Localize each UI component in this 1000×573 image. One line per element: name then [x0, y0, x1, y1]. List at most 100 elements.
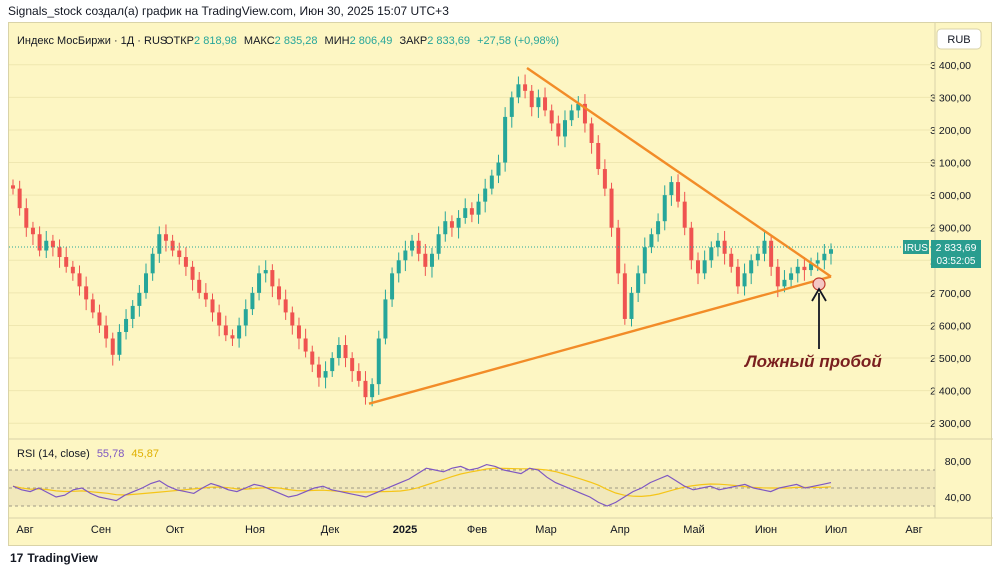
time-tick: Ноя: [245, 524, 265, 536]
candle-body: [602, 169, 607, 189]
price-tick: 3 300,00: [930, 92, 971, 104]
price-tick: 3 400,00: [930, 60, 971, 72]
time-tick: Сен: [91, 524, 111, 536]
annotation-arrowhead: [811, 287, 827, 302]
candle-body: [715, 240, 720, 248]
price-chart[interactable]: 3 400,00 3 300,00 3 200,00 3 100,00 3 000,00…: [9, 23, 993, 547]
candle-body: [290, 312, 295, 326]
candle-body: [250, 292, 255, 310]
price-tag: [931, 240, 981, 268]
candle-body: [177, 250, 182, 258]
candle-body: [662, 195, 667, 222]
candles: [11, 74, 833, 407]
time-tick: Дек: [321, 524, 340, 536]
candle-body: [755, 253, 760, 261]
price-axis: 3 400,00 3 300,00 3 200,00 3 100,00 3 000,00…: [930, 23, 971, 518]
candle-body: [516, 84, 521, 98]
price-tick: 3 100,00: [930, 158, 971, 170]
candle-body: [77, 273, 82, 287]
candle-body: [163, 234, 168, 241]
candle-body: [403, 250, 408, 261]
footer-brand[interactable]: 17 TradingView: [10, 551, 98, 565]
price-tick: 2 900,00: [930, 223, 971, 235]
candle-body: [396, 260, 401, 274]
candle-body: [556, 123, 561, 137]
candle-body: [436, 234, 441, 254]
chart-credit: Signals_stock создал(а) график на Tradin…: [8, 4, 449, 18]
time-tick: Апр: [610, 524, 629, 536]
candle-body: [709, 247, 714, 261]
candle-body: [37, 234, 42, 251]
candle-body: [416, 240, 421, 254]
candle-body: [283, 299, 288, 313]
candle-body: [150, 253, 155, 274]
candle-body: [569, 110, 574, 121]
candle-body: [44, 240, 49, 251]
candle-body: [144, 273, 149, 293]
price-tick: 2 400,00: [930, 386, 971, 398]
candle-body: [795, 266, 800, 274]
candle-body: [742, 273, 747, 287]
candle-body: [815, 260, 820, 264]
candle-body: [829, 249, 833, 254]
candle-body: [277, 286, 282, 300]
candle-body: [529, 90, 534, 108]
currency-button[interactable]: [936, 28, 982, 50]
candle-body: [656, 221, 661, 235]
candle-body: [549, 110, 554, 124]
candle-body: [356, 371, 361, 381]
candle-body: [97, 312, 102, 326]
candle-body: [323, 371, 328, 378]
candle-body: [629, 292, 634, 319]
candle-body: [676, 182, 681, 202]
candle-body: [336, 345, 341, 359]
rsi-ma-line: [12, 467, 832, 498]
candle-body: [523, 84, 528, 91]
candle-body: [443, 221, 448, 235]
tradingview-logo-icon: 17: [10, 551, 24, 565]
candle-body: [410, 240, 415, 251]
trendline-lower: [368, 275, 832, 405]
symbol-tag-text: IRUS: [904, 243, 928, 254]
candle-body: [749, 260, 754, 274]
chart-panel[interactable]: 3 400,00 3 300,00 3 200,00 3 100,00 3 000,00…: [8, 22, 993, 547]
candle-body: [376, 338, 381, 385]
candle-body: [190, 266, 195, 280]
candle-body: [210, 299, 215, 313]
time-tick: Июн: [755, 524, 777, 536]
candle-body: [130, 305, 135, 319]
candle-body: [257, 273, 262, 293]
candle-body: [429, 253, 434, 267]
candle-body: [609, 188, 614, 228]
candle-body: [622, 273, 627, 319]
time-tick: Окт: [166, 524, 185, 536]
candle-body: [722, 240, 727, 254]
candle-body: [64, 257, 69, 267]
time-tick: Фев: [467, 524, 487, 536]
time-tick: 2025: [393, 524, 417, 536]
candle-body: [243, 309, 248, 326]
candle-body: [350, 358, 355, 372]
candle-body: [110, 338, 115, 355]
candle-body: [137, 292, 142, 306]
time-tick: Авг: [16, 524, 33, 536]
candle-body: [30, 227, 35, 235]
candle-body: [157, 234, 162, 254]
price-tick: 2 300,00: [930, 418, 971, 430]
candle-body: [489, 175, 494, 189]
candle-body: [310, 351, 315, 365]
trendlines: [368, 67, 832, 405]
candle-body: [90, 299, 95, 313]
price-tick: 3 200,00: [930, 125, 971, 137]
candle-body: [782, 279, 787, 287]
candle-body: [17, 188, 22, 209]
candle-body: [695, 260, 700, 274]
candle-body: [230, 335, 235, 339]
candle-body: [642, 247, 647, 274]
price-tick: 2 600,00: [930, 320, 971, 332]
candle-body: [223, 325, 228, 336]
symbol-tag: [903, 240, 929, 254]
candle-body: [463, 208, 468, 218]
candle-body: [503, 116, 508, 163]
legend-title: Индекс МосБиржи · 1Д · RUS: [17, 35, 167, 47]
